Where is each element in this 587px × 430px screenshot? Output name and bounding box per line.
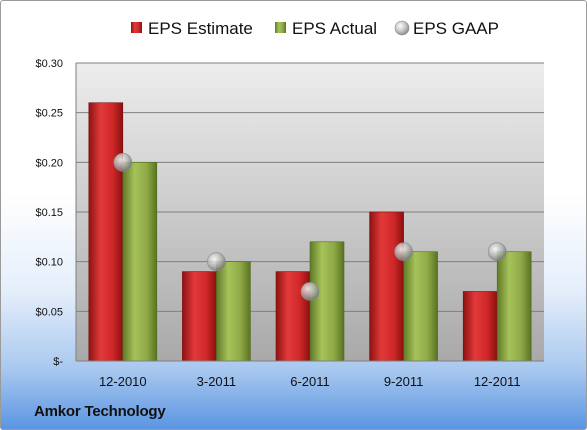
legend-label: EPS Estimate [148,19,253,38]
bar-eps-actual [216,261,251,362]
y-tick-label: $0.20 [35,157,63,169]
bars [88,102,532,362]
legend-swatch [131,22,142,33]
legend-swatch [394,20,410,36]
x-tick-label: 12-2011 [474,374,521,389]
x-tick-label: 3-2011 [197,374,237,389]
marker-eps-gaap [300,282,320,301]
company-name: Amkor Technology [34,403,166,420]
y-tick-label: $- [53,356,63,368]
legend-swatch [275,22,286,33]
y-tick-label: $0.15 [35,207,63,219]
y-tick-label: $0.05 [35,306,63,318]
marker-eps-gaap [113,153,133,172]
bar-eps-actual [496,251,532,362]
bar-eps-actual [309,241,345,362]
y-tick-label: $0.10 [35,257,63,269]
y-tick-label: $0.25 [35,108,63,120]
x-axis: 12-2010 3-2011 6-2011 9-2011 12-2011 [76,360,544,389]
bar-eps-estimate [462,291,498,362]
legend: EPS Estimate EPS Actual EPS GAAP [131,19,499,38]
x-tick-label: 6-2011 [290,374,330,389]
bar-eps-estimate [369,211,404,362]
y-axis: $- $0.05 $0.10 $0.15 $0.20 $0.25 $0.30 [35,58,77,368]
legend-label: EPS Actual [292,19,377,38]
bar-eps-estimate [88,102,124,362]
y-tick-label: $0.30 [35,58,63,70]
marker-eps-gaap [207,252,226,271]
bar-eps-estimate [182,271,217,362]
marker-eps-gaap [394,242,413,262]
legend-label: EPS GAAP [413,19,499,38]
marker-eps-gaap [487,242,507,262]
gaap-markers [113,153,507,301]
x-tick-label: 9-2011 [384,374,424,389]
x-tick-label: 12-2010 [99,374,147,389]
bar-eps-actual [403,251,438,362]
bar-eps-actual [122,162,158,362]
